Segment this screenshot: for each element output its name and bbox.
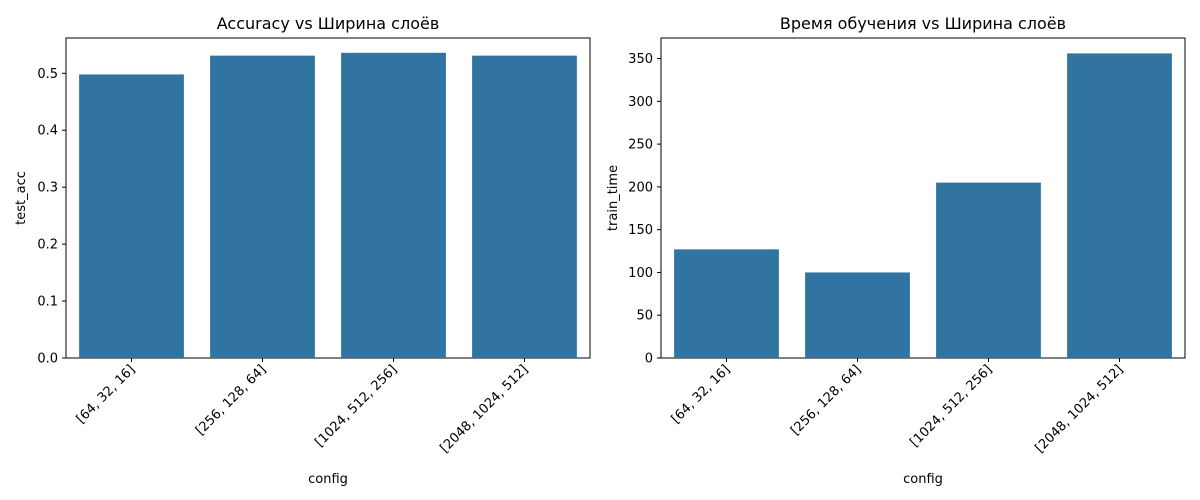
y-tick-label: 50: [636, 309, 653, 324]
y-tick-label: 0.5: [37, 67, 58, 82]
y-tick-label: 100: [628, 266, 653, 281]
bars: [79, 52, 577, 359]
x-tick-label: [2048, 1024, 512]: [438, 362, 532, 456]
x-ticks: [64, 32, 16] [256, 128, 64] [1024, 512, 25…: [669, 358, 1127, 456]
plot-frame: [65, 37, 591, 359]
x-ticks: [64, 32, 16] [256, 128, 64] [1024, 512, 25…: [74, 358, 532, 456]
chart-train-time: Время обучения vs Ширина слоёв config tr…: [606, 14, 1186, 487]
bar: [341, 52, 446, 359]
x-tick-label: [256, 128, 64]: [788, 362, 864, 438]
y-tick-label: 200: [628, 180, 653, 195]
bar: [210, 55, 315, 359]
x-tick-label: [256, 128, 64]: [193, 362, 269, 438]
y-ticks: 0.0 0.1 0.2 0.3 0.4 0.5: [37, 67, 66, 367]
plot-frame: [660, 37, 1186, 359]
y-tick-label: 150: [628, 223, 653, 238]
y-ticks: 0 50 100 150 200 250 300 350: [628, 52, 661, 367]
chart-accuracy: Accuracy vs Ширина слоёв config test_acc…: [14, 14, 591, 487]
bar: [674, 249, 779, 358]
bars: [674, 53, 1172, 359]
bar: [936, 182, 1041, 358]
x-tick-label: [1024, 512, 256]: [907, 362, 995, 450]
x-tick-label: [64, 32, 16]: [74, 362, 139, 427]
y-tick-label: 0.1: [37, 295, 58, 310]
x-axis-label: config: [308, 472, 348, 487]
y-tick-label: 350: [628, 52, 653, 67]
chart-title: Accuracy vs Ширина слоёв: [217, 14, 440, 33]
x-tick-label: [2048, 1024, 512]: [1033, 362, 1127, 456]
bar: [805, 272, 910, 358]
x-tick-label: [64, 32, 16]: [669, 362, 734, 427]
bar: [472, 55, 577, 359]
y-axis-label: test_acc: [14, 171, 29, 225]
bar: [79, 74, 184, 358]
y-tick-label: 0.3: [37, 181, 58, 196]
y-axis-label: train_time: [606, 165, 621, 231]
bar: [1067, 53, 1172, 359]
y-tick-label: 250: [628, 138, 653, 153]
x-tick-label: [1024, 512, 256]: [312, 362, 400, 450]
chart-title: Время обучения vs Ширина слоёв: [780, 14, 1066, 33]
y-tick-label: 0.0: [37, 352, 58, 367]
x-axis-label: config: [903, 472, 943, 487]
y-tick-label: 300: [628, 95, 653, 110]
y-tick-label: 0.4: [37, 124, 58, 139]
y-tick-label: 0: [645, 352, 653, 367]
y-tick-label: 0.2: [37, 238, 58, 253]
